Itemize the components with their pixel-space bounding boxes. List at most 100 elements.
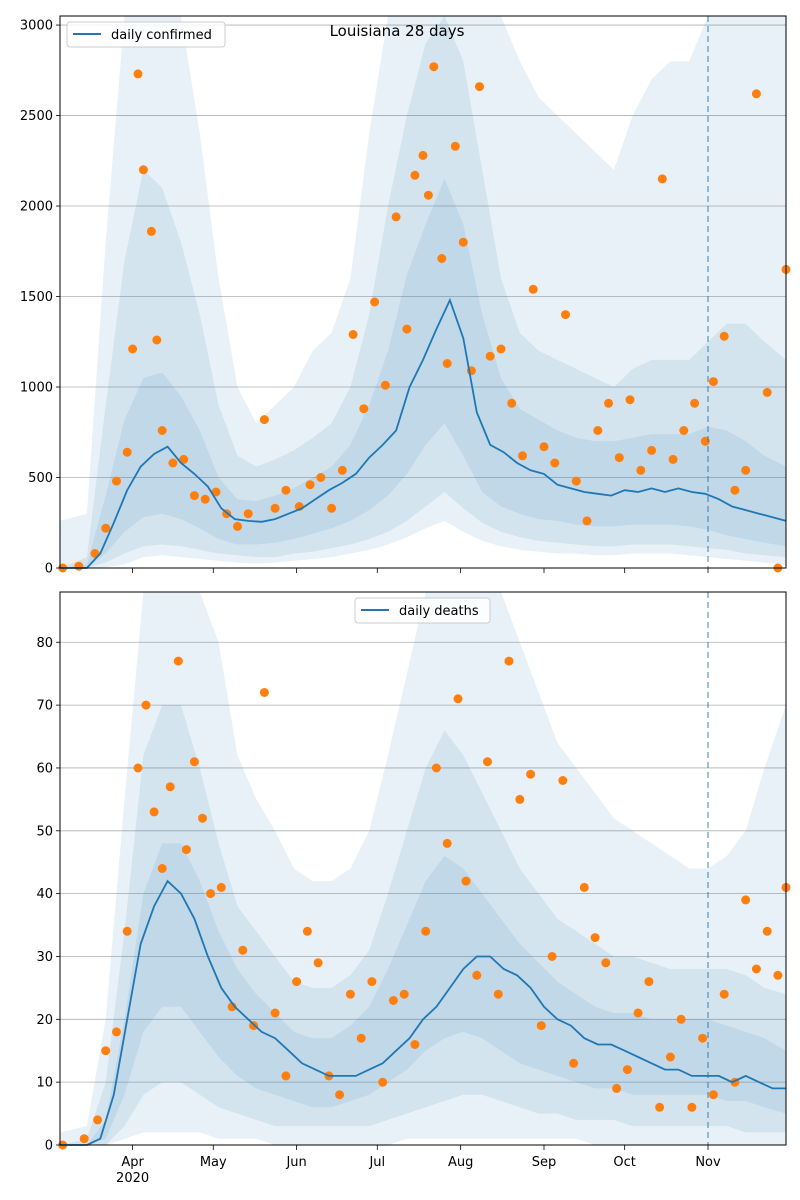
observed-points xyxy=(58,656,791,1150)
x-tick-label: Jul xyxy=(368,1155,385,1170)
data-point xyxy=(421,926,431,936)
data-point xyxy=(762,926,772,936)
data-point xyxy=(243,509,253,519)
data-point xyxy=(270,1008,280,1018)
x-tick-label: Nov xyxy=(695,1155,721,1170)
data-point xyxy=(259,688,269,697)
data-point xyxy=(337,465,347,475)
data-point xyxy=(179,454,189,464)
data-point xyxy=(391,212,401,222)
data-point xyxy=(380,380,390,390)
series-line xyxy=(60,297,787,569)
data-point xyxy=(633,1008,643,1018)
data-point xyxy=(292,977,302,987)
plot-frame xyxy=(59,15,787,569)
data-point xyxy=(485,351,495,361)
data-point xyxy=(483,757,492,767)
data-point xyxy=(79,1134,89,1144)
data-point xyxy=(418,150,428,160)
y-tick-label: 30 xyxy=(36,950,53,965)
data-point xyxy=(676,1014,686,1024)
data-point xyxy=(690,398,700,408)
data-point xyxy=(751,89,761,99)
y-tick-label: 0 xyxy=(45,562,53,577)
data-point xyxy=(719,989,729,999)
data-point xyxy=(472,970,482,980)
data-point xyxy=(528,284,538,294)
y-tick-label: 1500 xyxy=(20,290,53,305)
data-point xyxy=(593,426,603,435)
data-point xyxy=(259,415,269,425)
data-point xyxy=(687,1102,697,1112)
plot-frame xyxy=(59,591,787,1146)
band-inner xyxy=(60,843,786,1145)
data-point xyxy=(122,926,132,936)
data-point xyxy=(450,141,460,151)
uncertainty-bands xyxy=(60,16,786,568)
data-point xyxy=(604,398,613,408)
y-tick-label: 70 xyxy=(36,699,53,714)
data-point xyxy=(442,838,452,848)
data-point xyxy=(569,1058,579,1068)
x-tick-label: Sep xyxy=(532,1155,557,1170)
data-point xyxy=(504,656,514,666)
forecast-line xyxy=(60,297,787,569)
data-point xyxy=(773,970,783,980)
data-point xyxy=(165,782,175,792)
data-point xyxy=(431,763,441,773)
data-point xyxy=(515,794,525,804)
data-point xyxy=(719,331,729,341)
data-point xyxy=(636,465,646,475)
y-tick-label: 60 xyxy=(36,761,53,776)
data-point xyxy=(437,254,447,263)
data-point xyxy=(539,442,549,452)
legend: daily confirmed xyxy=(66,21,226,48)
data-point xyxy=(305,480,315,490)
data-point xyxy=(327,503,337,513)
data-point xyxy=(698,1033,708,1043)
data-point xyxy=(547,952,557,961)
data-point xyxy=(141,700,151,710)
data-point xyxy=(101,1046,111,1056)
data-point xyxy=(399,989,409,999)
data-point xyxy=(200,494,210,504)
data-point xyxy=(461,876,471,886)
y-tick-label: 1000 xyxy=(20,381,53,396)
data-point xyxy=(216,882,226,892)
data-point xyxy=(359,404,369,414)
x-tick-sublabel: 2020 xyxy=(116,1171,149,1186)
data-point xyxy=(475,82,484,92)
data-point xyxy=(122,447,132,457)
data-point xyxy=(146,226,156,236)
data-point xyxy=(665,1052,675,1062)
y-tick-label: 20 xyxy=(36,1013,53,1028)
data-point xyxy=(708,377,718,387)
forecast-line xyxy=(60,879,786,1146)
legend-label: daily deaths xyxy=(399,604,479,619)
band-outer xyxy=(60,16,786,568)
data-point xyxy=(601,958,611,968)
data-point xyxy=(741,895,751,905)
data-point xyxy=(657,174,667,184)
data-point xyxy=(526,769,536,779)
data-point xyxy=(181,845,191,855)
data-point xyxy=(458,237,468,247)
data-point xyxy=(112,1027,121,1037)
data-point xyxy=(708,1090,718,1100)
data-point xyxy=(157,864,167,873)
data-point xyxy=(189,491,199,501)
data-point xyxy=(518,451,527,461)
data-point xyxy=(590,933,600,943)
band-inner xyxy=(60,178,786,568)
data-point xyxy=(614,453,624,463)
data-point xyxy=(335,1090,345,1100)
data-point xyxy=(128,344,138,354)
data-point xyxy=(679,426,689,435)
data-point xyxy=(370,297,380,307)
data-point xyxy=(429,62,439,72)
data-point xyxy=(741,465,751,475)
data-point xyxy=(149,807,159,817)
band-middle xyxy=(60,16,786,568)
